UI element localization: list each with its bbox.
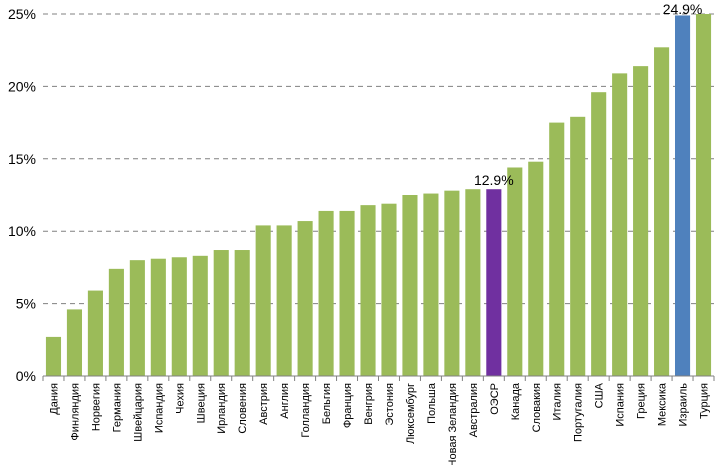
bar-16	[381, 203, 397, 376]
x-tick-label: Голландия	[300, 383, 312, 438]
x-tick-label: Бельгия	[321, 383, 333, 424]
x-tick-label: Италия	[552, 383, 564, 421]
x-tick-label: США	[594, 382, 606, 408]
bar-27	[612, 73, 628, 377]
bar-18	[423, 193, 439, 376]
x-tick-label: Ирландия	[216, 383, 228, 434]
bar-23	[528, 161, 544, 376]
bar-28	[633, 66, 649, 377]
bar-1	[66, 309, 83, 376]
bar-22	[507, 167, 523, 376]
bar-25	[570, 116, 586, 377]
x-axis	[42, 375, 715, 381]
x-tick-label: Франция	[342, 383, 354, 428]
bar-30	[674, 15, 691, 377]
bars	[45, 14, 712, 377]
y-axis-ticks: 0% 5% 10% 15% 20% 25%	[8, 6, 36, 384]
x-tick-label: Австрия	[258, 383, 270, 425]
x-tick-label: Дания	[48, 383, 60, 415]
x-tick-label: Норвегия	[90, 383, 102, 431]
x-tick-label: Финляндия	[69, 383, 81, 441]
x-tick-label: Австралия	[468, 383, 480, 437]
x-tick-label: Словения	[237, 383, 249, 434]
x-tick-label: Словакия	[531, 383, 543, 432]
x-tick-label: Израиль	[678, 383, 690, 427]
bar-19	[444, 190, 460, 376]
data-label: 12.9%	[474, 172, 514, 188]
bar-14	[339, 210, 355, 376]
bar-21	[486, 189, 502, 376]
x-tick-label: Венгрия	[363, 383, 375, 425]
x-tick-label: Испания	[615, 383, 627, 427]
y-tick-label: 25%	[8, 6, 36, 22]
bar-20	[465, 189, 481, 376]
bar-15	[360, 205, 376, 376]
bar-31	[695, 14, 712, 376]
y-tick-label: 0%	[16, 368, 36, 384]
bar-6	[171, 257, 187, 376]
y-tick-label: 20%	[8, 78, 36, 94]
y-tick-label: 15%	[8, 151, 36, 167]
bar-5	[150, 258, 166, 376]
x-tick-label: Испандия	[153, 383, 165, 433]
bar-4	[129, 260, 145, 376]
bar-29	[654, 47, 670, 376]
bar-10	[255, 225, 271, 376]
x-tick-label: Чехия	[174, 383, 186, 414]
bar-24	[549, 122, 565, 376]
bar-8	[213, 250, 229, 376]
x-tick-label: Греция	[636, 383, 648, 419]
x-tick-label: Эстония	[384, 383, 396, 426]
bar-26	[591, 92, 607, 376]
bar-7	[192, 255, 208, 376]
x-axis-labels: Дания Финляндия Норвегия Германия Швейцария И…	[48, 382, 710, 465]
bar-9	[234, 250, 250, 376]
x-tick-label: Мексика	[657, 382, 669, 426]
x-tick-label: Канада	[510, 382, 522, 420]
annotations: 12.9% 24.9%	[474, 1, 702, 188]
x-tick-label: Новая Зеландия	[447, 383, 459, 465]
bar-17	[402, 195, 418, 376]
bar-11	[276, 225, 292, 376]
x-tick-label: Люксембург	[405, 383, 417, 444]
x-tick-label: Швейцария	[132, 383, 144, 442]
y-tick-label: 5%	[16, 296, 36, 312]
bar-2	[87, 290, 103, 376]
x-tick-label: Англия	[279, 383, 291, 419]
bar-12	[297, 221, 313, 376]
x-tick-label: Швеция	[195, 383, 207, 423]
data-label: 24.9%	[663, 1, 703, 17]
x-tick-label: Турция	[699, 383, 711, 419]
bar-3	[108, 268, 124, 376]
y-tick-label: 10%	[8, 223, 36, 239]
x-tick-label: ОЭСР	[489, 383, 501, 415]
bar-13	[318, 210, 334, 376]
x-tick-label: Германия	[111, 383, 123, 432]
x-tick-label: Польша	[426, 382, 438, 424]
x-tick-label: Португалия	[573, 383, 585, 442]
bar-0	[45, 336, 62, 376]
